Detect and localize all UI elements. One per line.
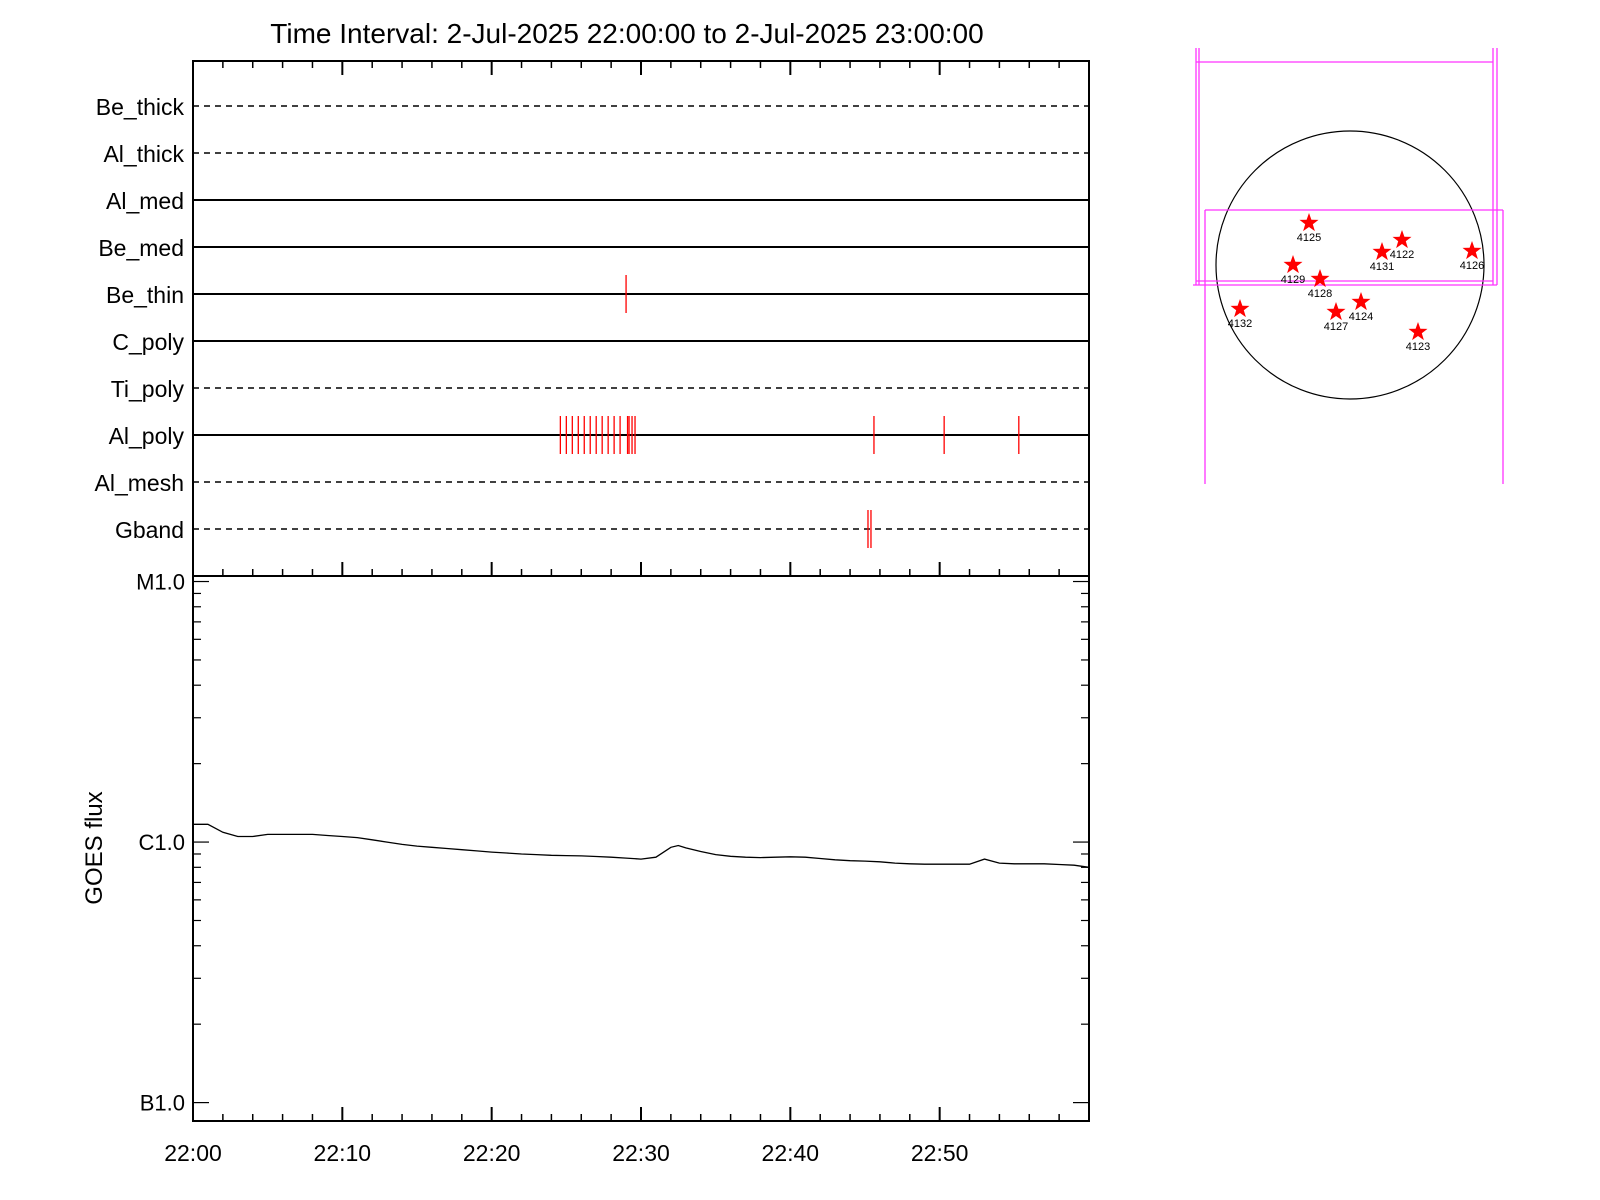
channel-row: Be_thick xyxy=(96,94,1089,120)
active-region: 4131 xyxy=(1370,242,1394,273)
active-region: 4128 xyxy=(1308,269,1332,300)
channel-label: Al_thick xyxy=(103,141,184,167)
active-region: 4132 xyxy=(1228,299,1252,330)
channel-row: Ti_poly xyxy=(111,376,1089,402)
channel-row: Al_poly xyxy=(109,416,1089,454)
timeline-frame xyxy=(192,60,1090,577)
region-star-icon xyxy=(1326,302,1346,321)
region-label: 4124 xyxy=(1349,311,1373,323)
channel-label: Al_poly xyxy=(109,423,185,449)
channel-label: Be_thick xyxy=(96,94,185,120)
channel-label: Be_thin xyxy=(106,282,184,308)
solar-disk xyxy=(1215,130,1485,400)
channel-label: Gband xyxy=(115,517,184,543)
goes-frame xyxy=(192,575,1090,1122)
goes-y-axis-label: GOES flux xyxy=(81,791,108,904)
x-tick-label: 22:00 xyxy=(164,1140,222,1166)
x-tick-label: 22:40 xyxy=(762,1140,820,1166)
region-label: 4126 xyxy=(1460,260,1484,272)
region-label: 4127 xyxy=(1324,321,1348,333)
goes-flux-line xyxy=(193,823,1090,868)
region-label: 4128 xyxy=(1308,288,1332,300)
active-region: 4123 xyxy=(1406,322,1430,353)
region-star-icon xyxy=(1230,299,1250,318)
region-star-icon xyxy=(1351,292,1371,311)
region-star-icon xyxy=(1462,241,1482,260)
region-label: 4131 xyxy=(1370,261,1394,273)
y-tick-label: C1.0 xyxy=(139,830,185,855)
region-label: 4122 xyxy=(1390,249,1414,261)
channel-row: Al_med xyxy=(106,188,1089,214)
channel-row: Al_mesh xyxy=(95,470,1089,496)
region-star-icon xyxy=(1392,230,1412,249)
region-label: 4123 xyxy=(1406,341,1430,353)
region-star-icon xyxy=(1310,269,1330,288)
channel-row: Be_thin xyxy=(106,275,1089,313)
x-tick-label: 22:10 xyxy=(314,1140,372,1166)
active-region: 4124 xyxy=(1349,292,1373,323)
channel-label: Ti_poly xyxy=(111,376,185,402)
channel-label: C_poly xyxy=(112,329,184,355)
region-star-icon xyxy=(1299,213,1319,232)
active-region: 4127 xyxy=(1324,302,1348,333)
fov-box-upper xyxy=(1193,48,1498,286)
x-tick-label: 22:30 xyxy=(612,1140,670,1166)
goes-flux-panel: GOES flux M1.0 C1.0 B1.0 22:00 22:10 22:20 22… xyxy=(81,570,1090,1166)
region-star-icon xyxy=(1408,322,1428,341)
channel-label: Al_med xyxy=(106,188,184,214)
active-region: 4129 xyxy=(1281,255,1305,286)
fov-box-lower xyxy=(1196,209,1504,484)
channel-row: Al_thick xyxy=(103,141,1089,167)
channel-row: Be_med xyxy=(98,235,1089,261)
region-label: 4125 xyxy=(1297,232,1321,244)
chart-title: Time Interval: 2-Jul-2025 22:00:00 to 2-… xyxy=(270,18,983,49)
y-tick-label: M1.0 xyxy=(136,570,185,595)
region-star-icon xyxy=(1372,242,1392,261)
x-tick-label: 22:20 xyxy=(463,1140,521,1166)
channel-timeline-panel: Be_thick Al_thick Al_med Be_med Be_thin C_pol… xyxy=(95,60,1090,577)
active-region: 4122 xyxy=(1390,230,1414,261)
channel-label: Be_med xyxy=(98,235,184,261)
channel-row: Gband xyxy=(115,510,1089,548)
active-region: 4126 xyxy=(1460,241,1484,272)
y-tick-label: B1.0 xyxy=(140,1091,185,1116)
x-tick-label: 22:50 xyxy=(911,1140,969,1166)
region-star-icon xyxy=(1283,255,1303,274)
region-label: 4132 xyxy=(1228,318,1252,330)
active-region: 4125 xyxy=(1297,213,1321,244)
channel-label: Al_mesh xyxy=(95,470,184,496)
channel-row: C_poly xyxy=(112,329,1089,355)
region-label: 4129 xyxy=(1281,274,1305,286)
